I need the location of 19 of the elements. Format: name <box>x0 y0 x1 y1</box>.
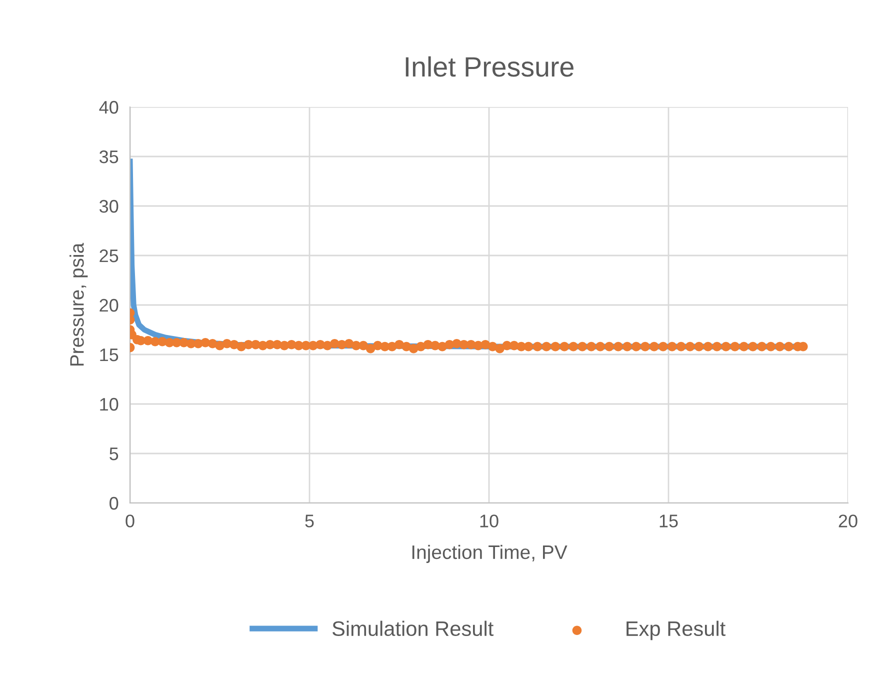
y-tick-label: 0 <box>110 496 118 510</box>
x-tick-label: 15 <box>660 514 678 528</box>
y-axis-title: Pressure, psia <box>70 242 88 366</box>
x-tick-label: 20 <box>838 514 858 528</box>
legend-label: Simulation Result <box>332 620 494 636</box>
y-tick-label: 25 <box>100 249 118 262</box>
x-axis-title: Injection Time, PV <box>412 544 568 563</box>
y-tick-label: 15 <box>100 348 118 362</box>
y-tick-label: 10 <box>100 398 118 411</box>
x-tick-label: 0 <box>126 514 134 528</box>
y-tick-label: 20 <box>100 298 118 312</box>
x-tick-label: 5 <box>305 514 314 528</box>
y-tick-label: 30 <box>99 200 118 213</box>
x-tick-label: 10 <box>480 514 498 528</box>
legend-label: Exp Result <box>626 620 726 640</box>
y-tick-label: 35 <box>99 150 118 164</box>
chart-title: Inlet Pressure <box>406 56 574 77</box>
y-tick-label: 5 <box>110 448 118 460</box>
y-tick-label: 40 <box>99 100 118 114</box>
